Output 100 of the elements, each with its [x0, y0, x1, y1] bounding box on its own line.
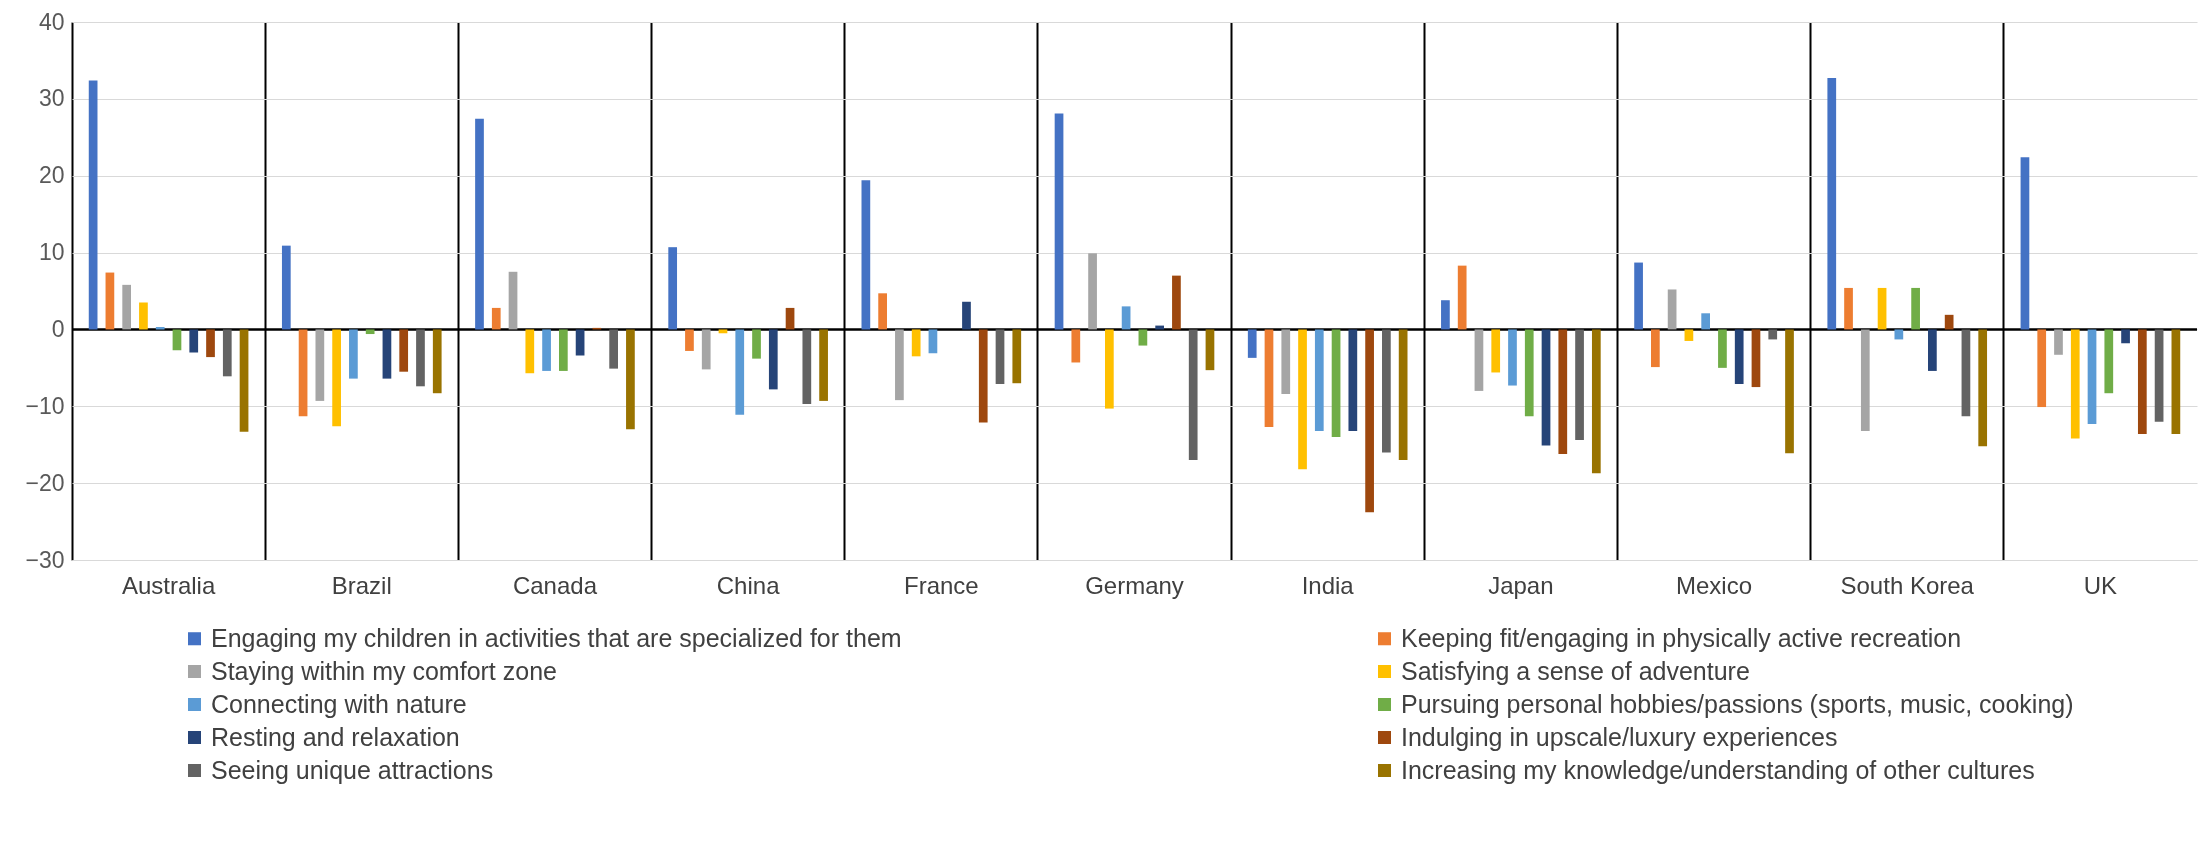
x-tick-label: Japan	[1488, 571, 1554, 599]
x-tick-label: France	[903, 571, 979, 599]
bar	[475, 118, 484, 330]
bar	[432, 329, 442, 394]
bar	[609, 329, 619, 369]
bar	[542, 329, 551, 371]
legend-label: Connecting with nature	[211, 689, 467, 718]
bar	[2171, 329, 2181, 434]
bar	[1734, 329, 1744, 384]
bar	[1205, 329, 1215, 371]
bar	[1524, 329, 1534, 417]
bar	[895, 329, 904, 401]
bar	[685, 329, 694, 351]
bar	[1491, 329, 1501, 373]
bar	[1751, 329, 1761, 388]
bar	[1281, 329, 1291, 394]
legend-label: Staying within my comfort zone	[211, 656, 557, 685]
legend-label: Pursuing personal hobbies/passions (sports, music, cooking)	[1401, 689, 2074, 718]
bar	[416, 329, 425, 387]
bar	[2020, 157, 2030, 330]
bar	[349, 329, 358, 379]
bar	[1088, 253, 1097, 330]
bar	[298, 329, 308, 417]
bar	[1575, 329, 1584, 441]
bar	[1331, 329, 1341, 438]
bar	[239, 329, 249, 432]
bar	[1441, 300, 1450, 330]
bar	[2121, 329, 2130, 344]
bar	[1508, 329, 1517, 386]
bar	[88, 80, 98, 330]
bar	[1667, 289, 1677, 330]
bar	[315, 329, 325, 401]
bar	[718, 329, 728, 334]
bar	[1054, 113, 1064, 330]
bar	[1844, 287, 1853, 330]
bar	[172, 329, 182, 351]
bar	[139, 302, 148, 330]
bar	[281, 245, 291, 330]
bar	[1701, 313, 1711, 330]
bar	[575, 329, 585, 356]
bar	[2037, 329, 2047, 408]
legend-label: Seeing unique attractions	[211, 755, 494, 784]
bar	[1541, 329, 1551, 446]
bar	[928, 329, 938, 354]
bar	[2087, 329, 2097, 424]
bar	[1877, 287, 1887, 330]
bar	[861, 180, 871, 330]
bar	[1785, 329, 1794, 454]
bar	[382, 329, 392, 379]
bar	[399, 329, 409, 372]
bar	[1398, 329, 1408, 461]
bar	[1978, 329, 1988, 447]
bar	[1768, 329, 1778, 340]
bar	[978, 329, 988, 423]
bar	[802, 329, 812, 404]
bar	[735, 329, 745, 415]
bar	[1071, 329, 1081, 363]
bar	[1348, 329, 1358, 431]
legend-label: Indulging in upscale/luxury experiences	[1401, 722, 1838, 751]
bar	[1928, 329, 1937, 371]
bar	[2104, 329, 2114, 394]
x-tick-label: Canada	[512, 571, 598, 599]
bar	[911, 329, 921, 357]
bar	[1911, 287, 1920, 330]
bar	[995, 329, 1005, 384]
bar	[1012, 329, 1022, 384]
bar	[1558, 329, 1568, 454]
bar	[189, 329, 199, 353]
bar	[365, 329, 375, 335]
bar	[1121, 306, 1131, 330]
x-tick-label: Mexico	[1676, 571, 1753, 599]
bar	[1188, 329, 1198, 461]
bar	[668, 247, 678, 330]
bar	[1860, 329, 1870, 431]
x-tick-label: UK	[2083, 571, 2118, 599]
x-tick-label: South Korea	[1840, 571, 1975, 599]
y-tick-label: −10	[25, 392, 65, 419]
y-tick-label: −20	[25, 469, 65, 496]
bar	[1650, 329, 1660, 368]
bar	[2137, 329, 2147, 434]
bar	[1944, 314, 1954, 330]
bar	[525, 329, 535, 374]
bar	[768, 329, 778, 390]
x-tick-label: Germany	[1085, 571, 1184, 599]
bar	[1718, 329, 1727, 368]
bar	[332, 329, 341, 427]
bar	[2154, 329, 2164, 422]
bar	[701, 329, 711, 370]
bar	[2054, 329, 2063, 355]
bar	[626, 329, 635, 430]
bar	[819, 329, 828, 401]
bar	[122, 284, 132, 330]
bar	[206, 329, 215, 358]
bar	[1634, 262, 1643, 330]
legend-label: Increasing my knowledge/understanding of other cultures	[1401, 755, 2035, 784]
bar	[105, 272, 115, 330]
bar	[1591, 329, 1601, 474]
bar	[1474, 329, 1484, 391]
bar	[1365, 329, 1374, 513]
x-tick-label: India	[1301, 571, 1355, 599]
